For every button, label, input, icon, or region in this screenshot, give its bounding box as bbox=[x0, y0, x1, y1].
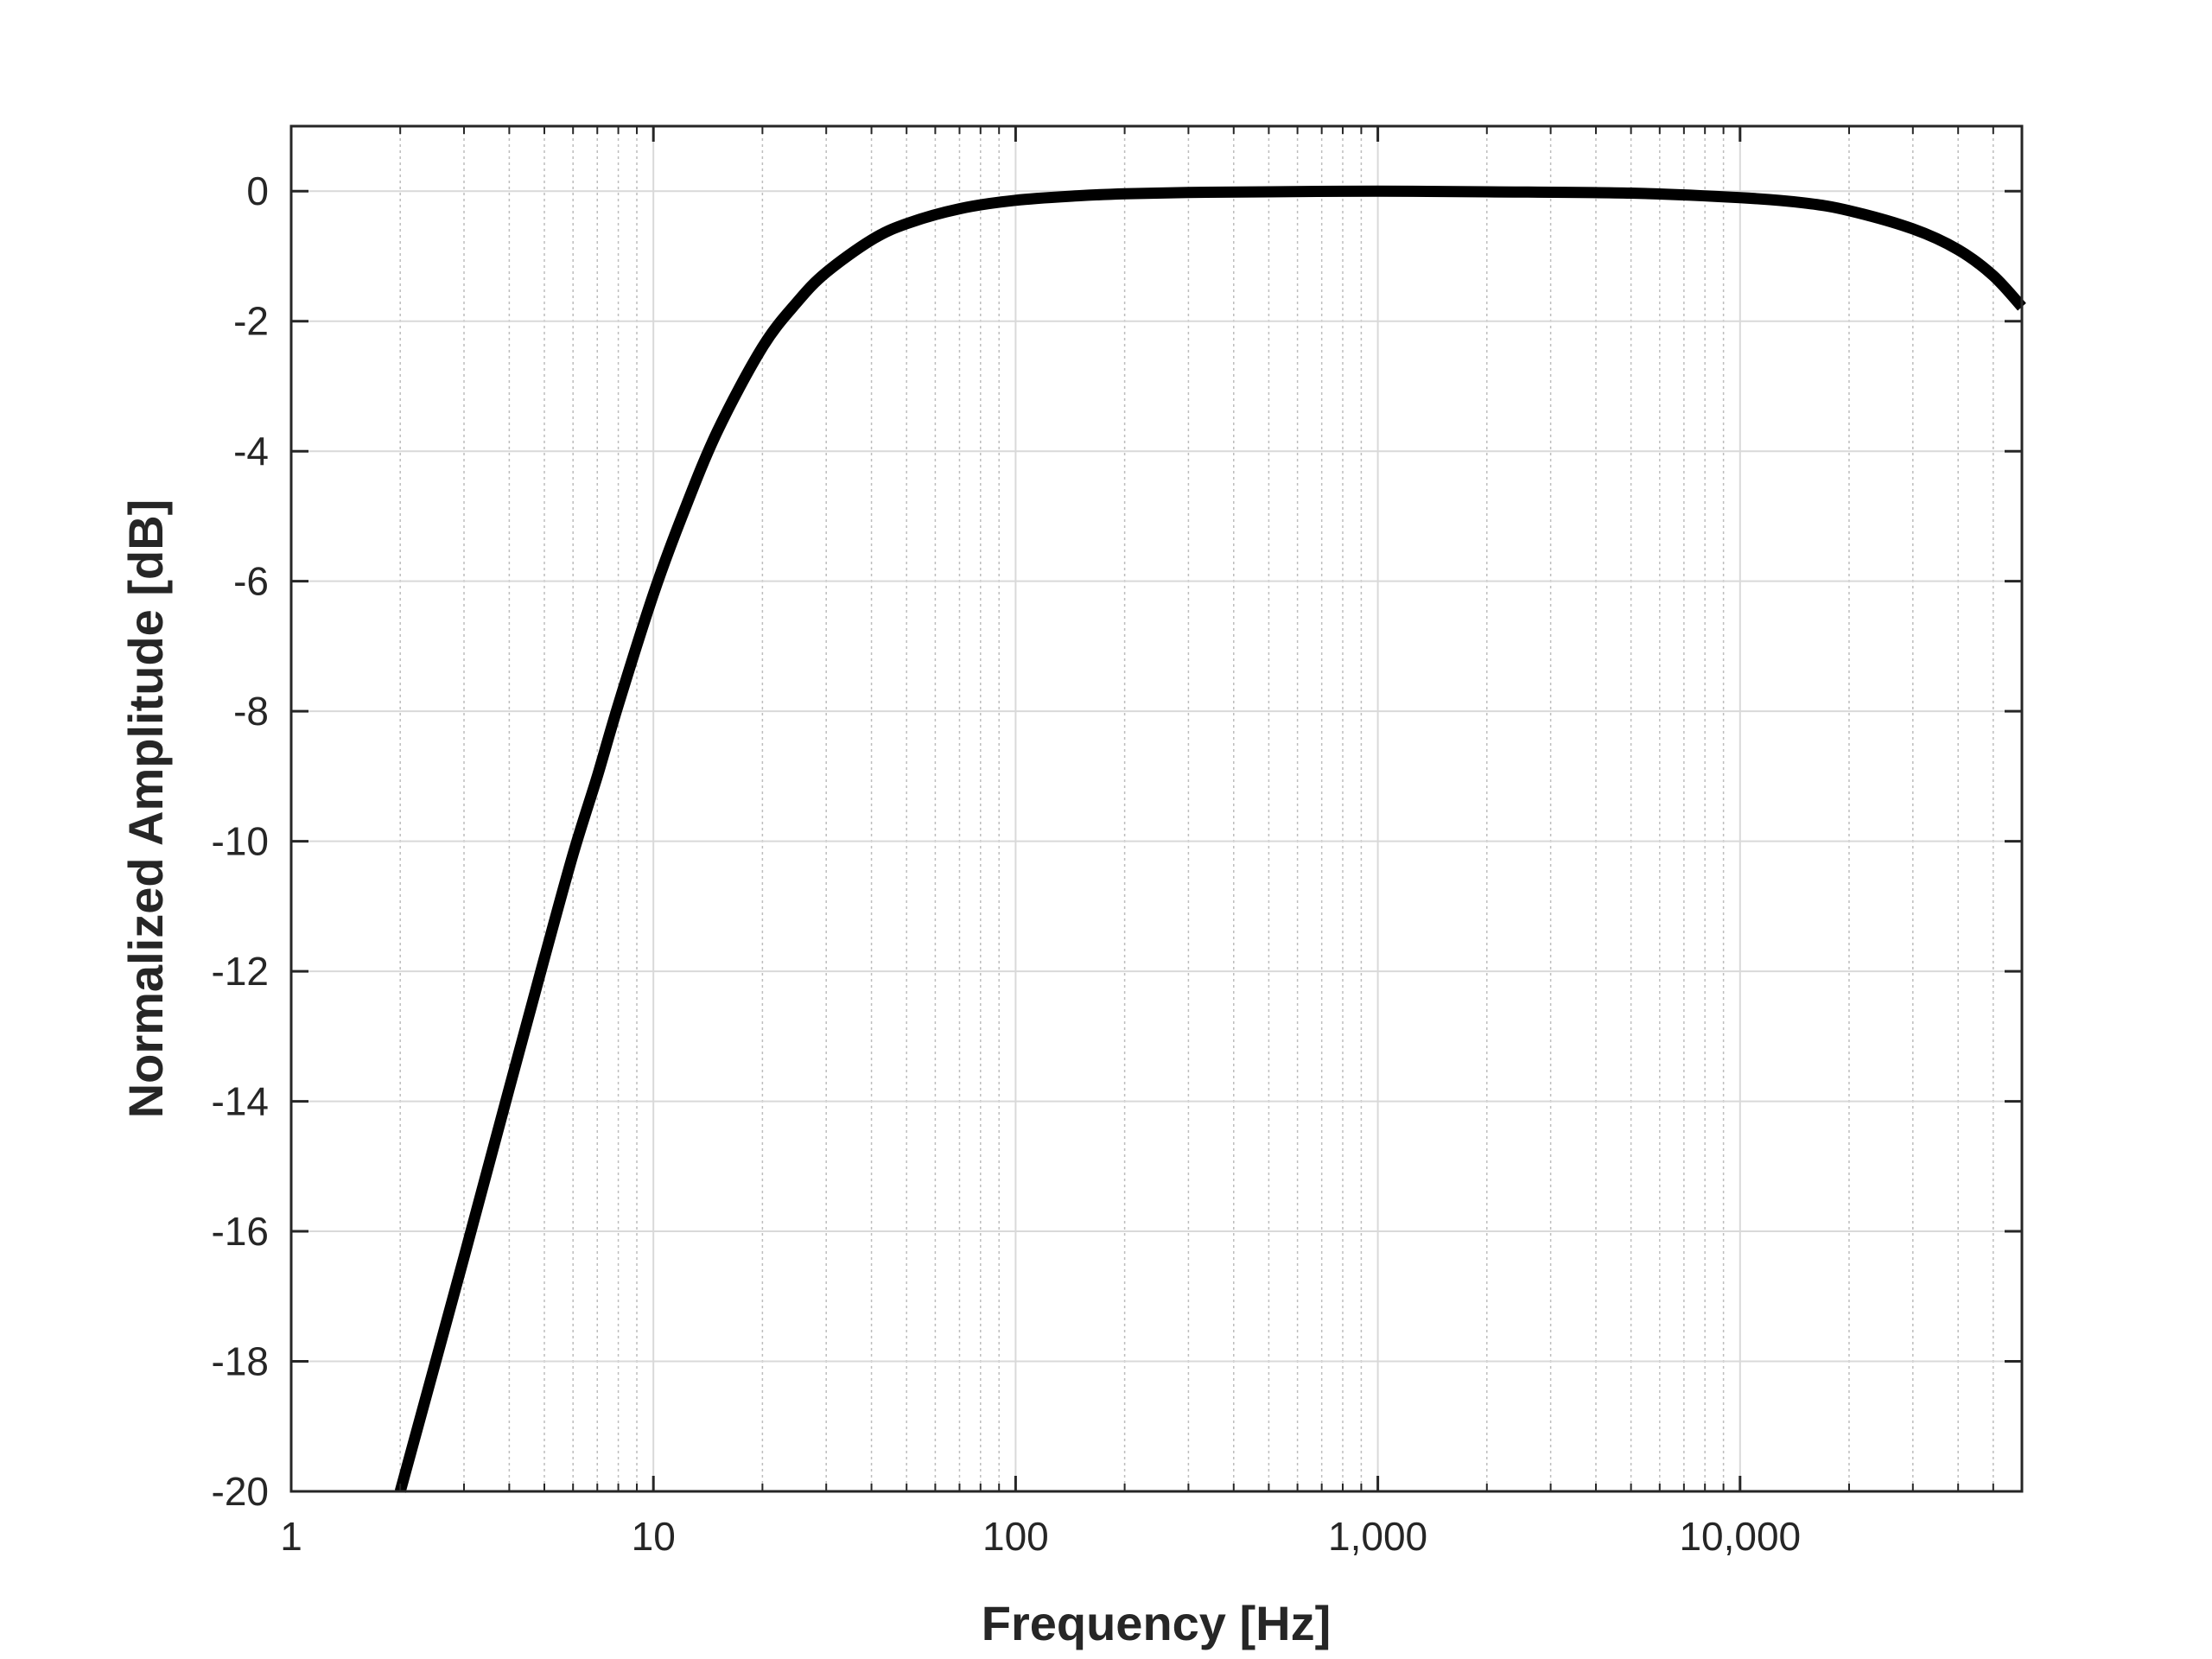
y-axis-label: Normalized Amplitude [dB] bbox=[118, 499, 173, 1119]
x-tick-label: 10 bbox=[632, 1514, 676, 1559]
y-tick-label: -4 bbox=[233, 429, 269, 474]
x-tick-label: 1,000 bbox=[1328, 1514, 1427, 1559]
x-tick-labels: 1 10 100 1,000 10,000 bbox=[280, 1514, 1801, 1559]
y-tick-label: -16 bbox=[212, 1209, 269, 1254]
x-axis-label: Frequency [Hz] bbox=[982, 1596, 1332, 1650]
series-layer bbox=[394, 185, 2026, 1493]
axes-box bbox=[289, 124, 2024, 1493]
axis-ticks bbox=[289, 126, 2022, 1493]
plot-area bbox=[291, 126, 2022, 1491]
y-tick-label: -20 bbox=[212, 1469, 269, 1514]
y-tick-label: -12 bbox=[212, 949, 269, 994]
y-tick-label: -10 bbox=[212, 819, 269, 864]
x-tick-label: 10,000 bbox=[1679, 1514, 1801, 1559]
y-tick-label: -18 bbox=[212, 1339, 269, 1384]
x-tick-label: 1 bbox=[280, 1514, 302, 1559]
y-tick-labels: 0 -2 -4 -6 -8 -10 -12 -14 -16 -18 -20 bbox=[212, 168, 269, 1514]
y-tick-label: -8 bbox=[233, 689, 269, 734]
y-tick-label: -2 bbox=[233, 299, 269, 344]
y-tick-label: -6 bbox=[233, 559, 269, 604]
response-curve bbox=[394, 185, 2026, 1493]
minor-grid bbox=[399, 126, 1994, 1491]
x-tick-label: 100 bbox=[982, 1514, 1049, 1559]
y-tick-label: -14 bbox=[212, 1079, 269, 1124]
y-tick-label: 0 bbox=[246, 168, 269, 213]
